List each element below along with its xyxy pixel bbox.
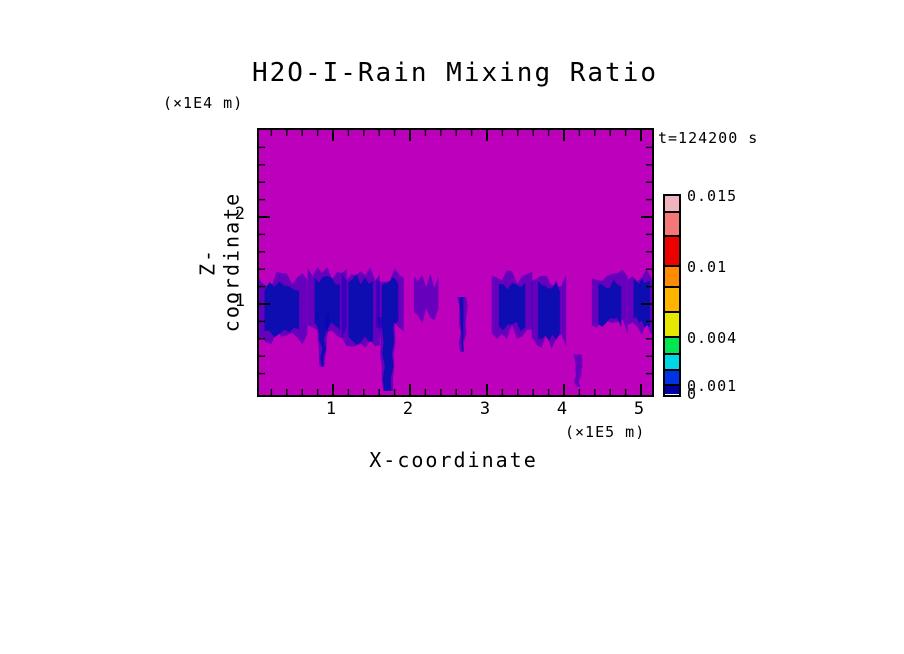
x-tick-label-4: 4 [556,399,568,419]
colorbar-segment [665,213,679,237]
rain-core [348,274,373,345]
colorbar-segment [665,237,679,267]
contour-plot-canvas [259,130,652,395]
rain-core [538,281,560,341]
colorbar-segment [665,267,679,288]
x-tick-label-3: 3 [479,399,491,419]
x-axis-title: X-coordinate [369,448,538,472]
colorbar-label-0: 0 [687,385,698,403]
x-tick-label-1: 1 [325,399,337,419]
colorbar-segment [665,288,679,313]
rain-shaft-core [459,297,464,352]
rain-core [498,282,526,332]
rain-core [264,281,300,338]
colorbar-label-0.01: 0.01 [687,258,728,276]
rain-shaft-core [318,312,328,367]
z-tick-label-1: 1 [234,291,245,311]
field-background [259,130,652,395]
colorbar-segment [665,338,679,355]
colorbar-segment [665,355,679,371]
page-title: H2O-I-Rain Mixing Ratio [251,58,659,88]
colorbar-segment [665,386,679,394]
colorbar-label-0.015: 0.015 [687,187,738,205]
colorbar-segment [665,196,679,213]
z-axis-unit-label: (×1E4 m) [163,94,244,112]
x-axis-unit-label: (×1E5 m) [565,423,646,441]
rain-shaft-core [382,317,395,391]
colorbar-segment [665,313,679,338]
x-tick-label-2: 2 [402,399,414,419]
rain-fringe [413,273,439,324]
rain-core [381,277,399,328]
colorbar-label-0.004: 0.004 [687,329,738,347]
plot-area [257,128,654,397]
z-tick-label-2: 2 [234,204,245,224]
x-tick-label-5: 5 [633,399,645,419]
rain-shaft-fringe [573,354,583,387]
colorbar [663,194,681,397]
rain-core [598,279,622,328]
colorbar-segment [665,371,679,386]
timestamp-label: t=124200 s [658,129,759,147]
colorbar-label-0.001: 0.001 [687,377,738,395]
